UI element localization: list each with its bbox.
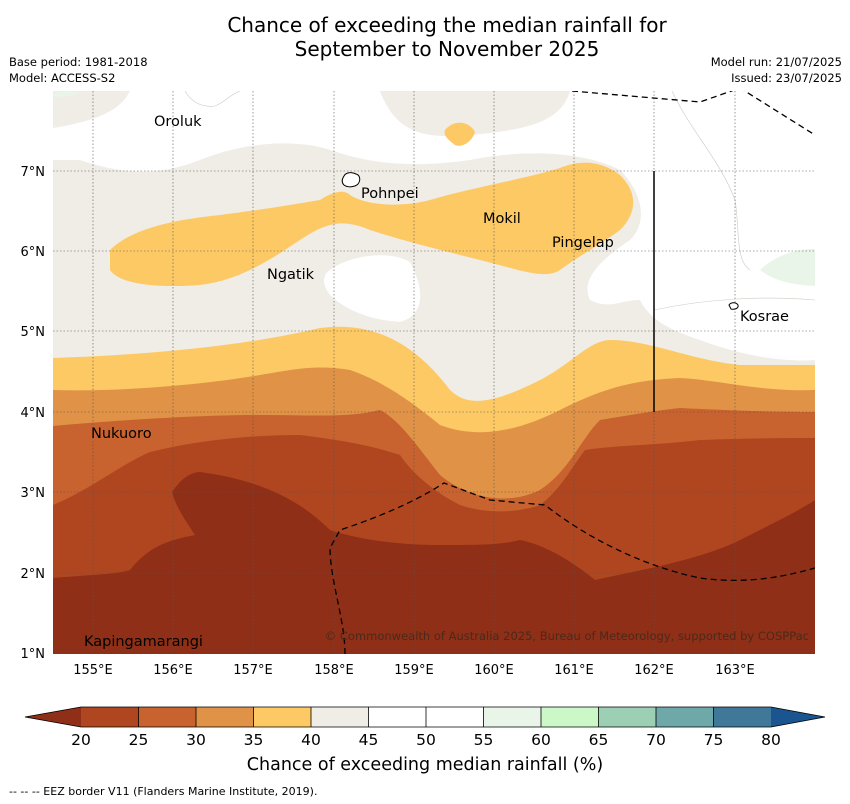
eez-footnote: -- -- -- EEZ border V11 (Flanders Marine…	[9, 785, 318, 798]
lon-tick: 163°E	[715, 663, 755, 678]
contour-lines	[184, 91, 815, 311]
colorbar-bin-60-65	[541, 707, 599, 727]
field-45-55-east	[572, 91, 815, 361]
colorbar-tick: 50	[416, 731, 436, 749]
colorbar-tick: 20	[71, 731, 91, 749]
lat-tick: 3°N	[21, 486, 46, 501]
map-title: Chance of exceeding the median rainfall …	[0, 13, 850, 61]
pohnpei-island	[341, 172, 361, 188]
field-below-20	[53, 472, 815, 654]
colorbar-tick: 55	[474, 731, 494, 749]
colorbar-bin-70-75	[656, 707, 714, 727]
label-ngatik: Ngatik	[267, 267, 315, 283]
colorbar-tick: 65	[589, 731, 609, 749]
label-kosrae: Kosrae	[740, 309, 789, 325]
lat-tick: 4°N	[21, 406, 46, 421]
colorbar-tick: 80	[761, 731, 781, 749]
colorbar-tick: 25	[129, 731, 149, 749]
label-pohnpei: Pohnpei	[361, 186, 419, 202]
colorbar-tick: 70	[646, 731, 666, 749]
colorbar-bin-30-35	[196, 707, 254, 727]
colorbar-bin-40-45	[311, 707, 369, 727]
colorbar-tick: 35	[244, 731, 264, 749]
field-35-40-north	[110, 162, 634, 287]
colorbar-title: Chance of exceeding median rainfall (%)	[246, 755, 604, 775]
contour-line	[671, 91, 751, 271]
field-45-55-north	[53, 91, 815, 361]
lon-tick: 162°E	[634, 663, 674, 678]
colorbar-bin-35-40	[253, 707, 311, 727]
label-nukuoro: Nukuoro	[91, 426, 152, 442]
field-55-60-east	[760, 248, 815, 286]
title-line-1: Chance of exceeding the median rainfall …	[227, 13, 667, 37]
lon-tick: 157°E	[233, 663, 273, 678]
lat-tick: 6°N	[21, 245, 46, 260]
lat-tick: 5°N	[21, 325, 46, 340]
lon-tick: 159°E	[394, 663, 434, 678]
title-line-2: September to November 2025	[294, 37, 600, 61]
field-40-45-nw	[53, 91, 130, 128]
field-45-55-inset	[324, 255, 421, 322]
lon-tick: 158°E	[314, 663, 354, 678]
kosrae-island	[728, 302, 739, 310]
colorbar-bin-55-60	[483, 707, 541, 727]
latitude-ticks: 7°N 6°N 5°N 4°N 3°N 2°N 1°N	[21, 165, 46, 662]
label-oroluk: Oroluk	[154, 114, 202, 130]
eez-border	[329, 91, 815, 654]
meta-left: Base period: 1981-2018 Model: ACCESS-S2	[9, 54, 148, 86]
colorbar-ticks: 20 25 30 35 40 45 50 55 60 65 70 75 80	[71, 731, 781, 749]
colorbar-bin-50-55	[426, 707, 484, 727]
lon-tick: 160°E	[474, 663, 514, 678]
colorbar-over-triangle	[771, 707, 825, 727]
colorbar-bin-75-80	[713, 707, 771, 727]
contour-line	[184, 91, 241, 107]
label-pingelap: Pingelap	[552, 235, 614, 251]
base-period: Base period: 1981-2018	[9, 55, 148, 69]
colorbar-bin-25-30	[138, 707, 196, 727]
place-labels: Oroluk Pohnpei Mokil Pingelap Ngatik Kos…	[84, 114, 789, 650]
colorbar-tick: 45	[359, 731, 379, 749]
lon-tick: 161°E	[554, 663, 594, 678]
meta-right: Model run: 21/07/2025 Issued: 23/07/2025	[711, 54, 842, 86]
model-name: Model: ACCESS-S2	[9, 71, 116, 85]
model-run: Model run: 21/07/2025	[710, 55, 842, 69]
colorbar-bin-45-50	[368, 707, 426, 727]
copyright-text: © Commonwealth of Australia 2025, Bureau…	[325, 629, 809, 643]
colorbar-tick: 60	[531, 731, 551, 749]
lat-tick: 7°N	[21, 165, 46, 180]
issued-date: Issued: 23/07/2025	[731, 71, 842, 85]
colorbar-dividers	[138, 707, 714, 727]
longitude-ticks: 155°E 156°E 157°E 158°E 159°E 160°E 161°…	[73, 663, 755, 678]
graticule	[53, 91, 815, 654]
lat-tick: 1°N	[21, 647, 46, 662]
label-mokil: Mokil	[483, 211, 521, 227]
lon-tick: 155°E	[73, 663, 113, 678]
field-35-40-patch	[444, 122, 475, 146]
colorbar-bin-65-70	[598, 707, 656, 727]
field-55-60-nw	[53, 91, 80, 97]
lon-tick: 156°E	[153, 663, 193, 678]
colorbar-tick: 40	[301, 731, 321, 749]
colorbar-tick: 30	[186, 731, 206, 749]
colorbar-under-triangle	[25, 707, 81, 727]
field-45-55-ne	[600, 91, 815, 143]
colorbar-bin-20-25	[81, 707, 139, 727]
colorbar-tick: 75	[704, 731, 724, 749]
lat-tick: 2°N	[21, 567, 46, 582]
colorbar: 20 25 30 35 40 45 50 55 60 65 70 75 80	[24, 706, 826, 749]
rainfall-field	[53, 91, 815, 654]
label-kapingamarangi: Kapingamarangi	[84, 634, 203, 650]
contour-line	[653, 297, 815, 311]
colorbar-outline	[24, 706, 826, 728]
